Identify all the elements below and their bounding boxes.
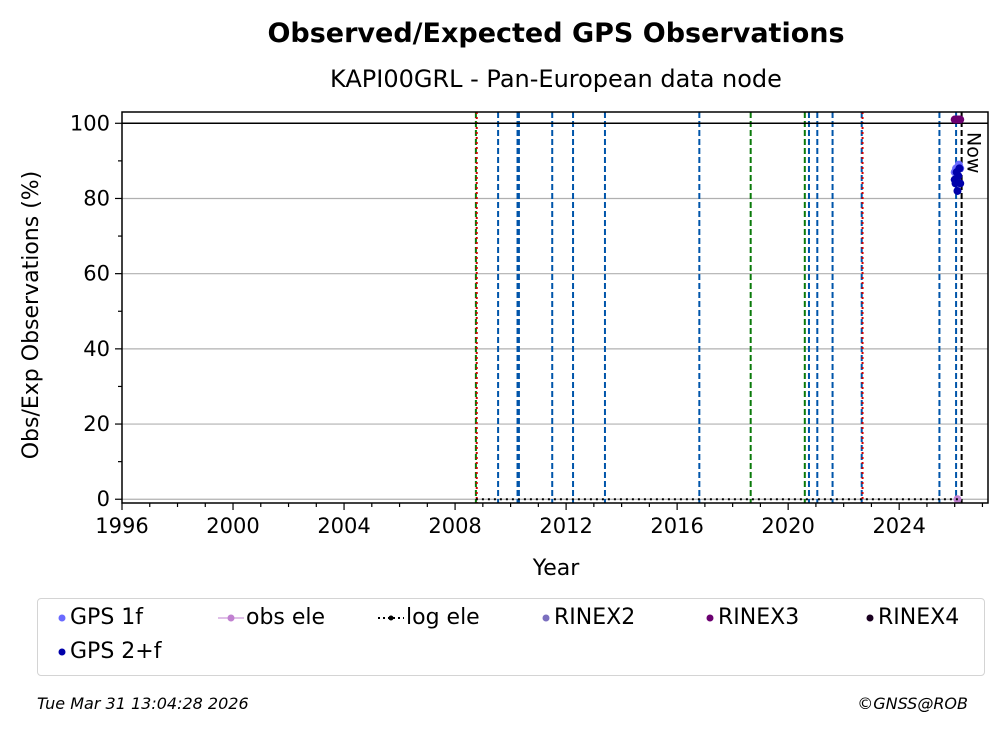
data-point (953, 186, 962, 195)
legend-label: GPS 1f (70, 605, 144, 630)
y-tick-label: 100 (70, 111, 110, 135)
plot-frame (121, 111, 989, 504)
legend-marker-icon (542, 614, 550, 622)
grid (122, 122, 988, 500)
legend-label: GPS 2+f (70, 639, 162, 664)
x-axis: 1996 2000 2004 2008 2012 2016 2020 2024 (95, 503, 984, 538)
legend-dot (227, 614, 235, 622)
legend-label: RINEX4 (878, 605, 960, 630)
legend-marker-icon (866, 614, 874, 622)
y-axis-label: Obs/Exp Observations (%) (19, 171, 44, 460)
legend-marker-icon (378, 615, 404, 621)
x-tick-label: 2012 (539, 514, 592, 538)
x-tick-label: 1996 (95, 514, 148, 538)
legend-label: log ele (406, 605, 480, 630)
legend-item: GPS 1f (54, 607, 143, 629)
legend-label: obs ele (246, 605, 326, 630)
y-tick-label: 60 (83, 262, 110, 286)
legend-dot (866, 614, 874, 622)
chart-subtitle: KAPI00GRL - Pan-European data node (330, 65, 782, 93)
legend-marker-icon (706, 614, 714, 622)
x-tick-label: 2016 (650, 514, 703, 538)
event-lines (474, 112, 963, 503)
y-tick-label: 40 (83, 337, 110, 361)
legend-label: RINEX2 (554, 605, 636, 630)
legend-dot (58, 648, 66, 656)
x-tick-label: 2020 (761, 514, 814, 538)
data-series (475, 115, 965, 504)
legend-label: RINEX3 (718, 605, 800, 630)
chart: Observed/Expected GPS Observations KAPI0… (19, 18, 989, 581)
data-point (956, 179, 965, 188)
legend-marker-icon (58, 614, 66, 622)
legend-item: RINEX2 (538, 607, 635, 629)
data-point (956, 115, 965, 124)
x-tick-label: 2004 (317, 514, 370, 538)
legend-marker-icon (218, 614, 244, 622)
legend-item: RINEX4 (862, 607, 959, 629)
y-axis: 0 20 40 60 80 100 (70, 111, 122, 511)
legend-marker-icon (58, 648, 66, 656)
footer-credit: ©GNSS@ROB (857, 694, 968, 713)
legend-item: obs ele (218, 607, 325, 629)
legend-dot (706, 614, 714, 622)
x-tick-label: 2000 (206, 514, 259, 538)
x-tick-label: 2008 (428, 514, 481, 538)
x-axis-label: Year (532, 556, 581, 581)
legend-dot (58, 614, 66, 622)
y-tick-label: 80 (83, 186, 110, 210)
data-point (954, 171, 963, 180)
x-tick-label: 2024 (872, 514, 925, 538)
legend-item: RINEX3 (702, 607, 799, 629)
legend-dot (542, 614, 550, 622)
legend-item: log ele (378, 607, 480, 629)
legend-dot (388, 615, 394, 621)
now-label: Now (963, 132, 985, 173)
data-point (955, 164, 964, 173)
chart-title: Observed/Expected GPS Observations (267, 18, 844, 49)
y-tick-label: 0 (97, 487, 110, 511)
legend-item: GPS 2+f (54, 641, 161, 663)
legend: GPS 1f obs ele log ele RINEX2 RINEX3 RINEX4 GP… (37, 598, 985, 676)
y-tick-label: 20 (83, 412, 110, 436)
footer-timestamp: Tue Mar 31 13:04:28 2026 (37, 694, 249, 713)
